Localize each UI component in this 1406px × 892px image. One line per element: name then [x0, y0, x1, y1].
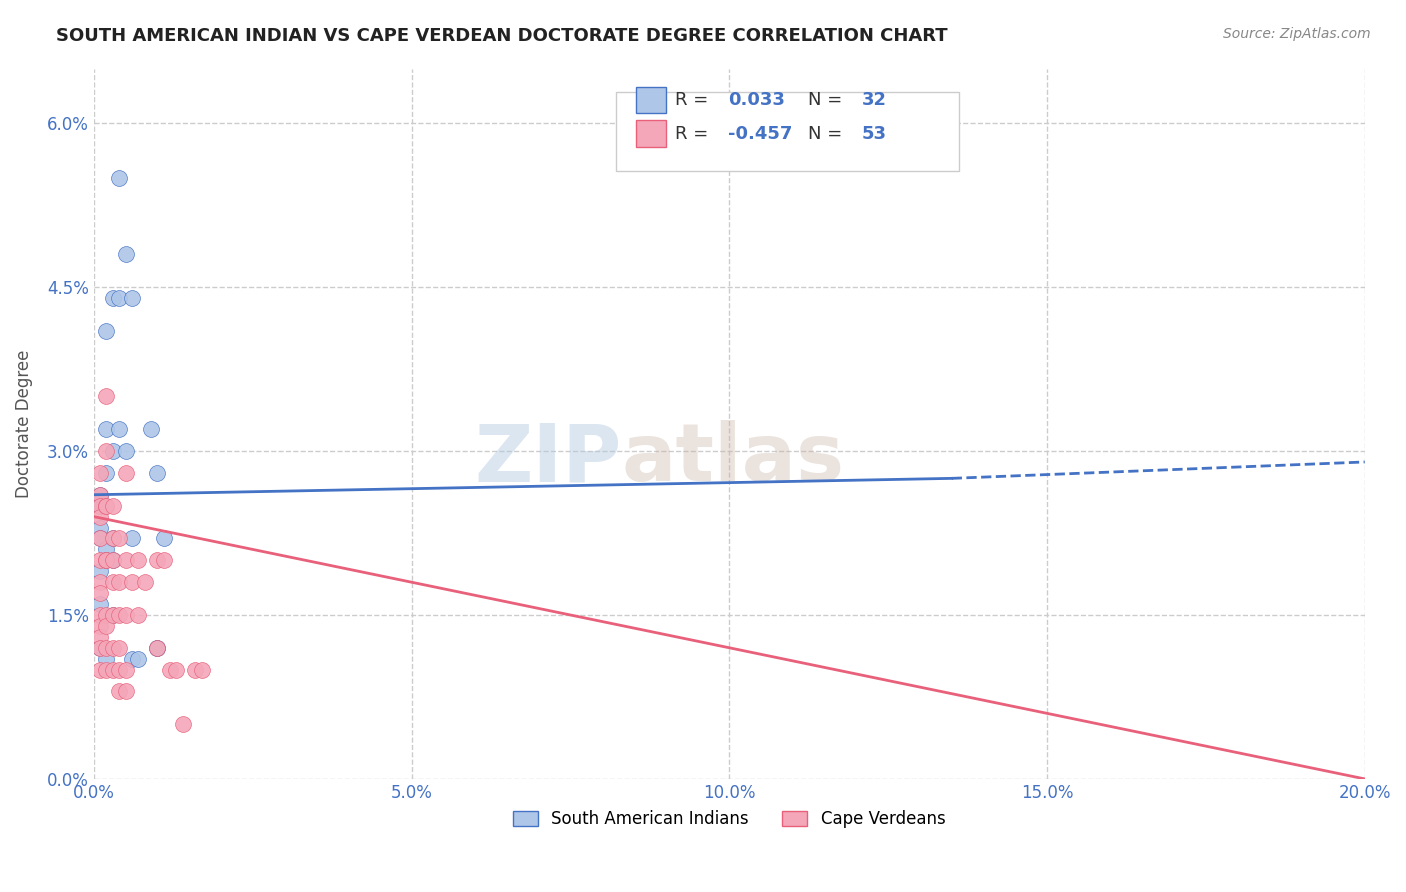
Point: [96, 324, 118, 338]
Point: [89, 640, 111, 655]
Point: [89, 488, 111, 502]
Point: [101, 663, 124, 677]
Point: [89, 619, 111, 633]
Point: [89, 532, 111, 546]
Point: [101, 532, 124, 546]
Point: [121, 291, 143, 305]
Point: [114, 663, 136, 677]
Point: [152, 553, 174, 567]
Point: [89, 499, 111, 513]
Point: [146, 640, 169, 655]
Point: [96, 466, 118, 480]
Text: SOUTH AMERICAN INDIAN VS CAPE VERDEAN DOCTORATE DEGREE CORRELATION CHART: SOUTH AMERICAN INDIAN VS CAPE VERDEAN DO…: [56, 27, 948, 45]
Point: [96, 640, 118, 655]
Text: Source: ZipAtlas.com: Source: ZipAtlas.com: [1223, 27, 1371, 41]
Point: [101, 532, 124, 546]
Point: [101, 291, 124, 305]
Point: [146, 553, 169, 567]
Point: [108, 422, 131, 436]
Point: [96, 607, 118, 622]
Point: [89, 663, 111, 677]
Point: [89, 597, 111, 611]
Point: [96, 499, 118, 513]
Point: [108, 575, 131, 590]
Point: [101, 553, 124, 567]
Text: -0.457: -0.457: [728, 125, 793, 143]
Point: [108, 170, 131, 185]
Point: [146, 640, 169, 655]
Point: [114, 553, 136, 567]
Point: [152, 532, 174, 546]
Point: [172, 717, 194, 731]
Point: [184, 663, 207, 677]
Point: [108, 684, 131, 698]
Text: 53: 53: [862, 125, 887, 143]
Text: N =: N =: [808, 125, 848, 143]
Point: [134, 575, 156, 590]
Point: [101, 640, 124, 655]
Point: [121, 651, 143, 665]
Point: [108, 532, 131, 546]
Point: [89, 607, 111, 622]
Point: [127, 607, 149, 622]
Point: [96, 619, 118, 633]
Point: [101, 607, 124, 622]
Y-axis label: Doctorate Degree: Doctorate Degree: [15, 350, 32, 498]
Point: [89, 586, 111, 600]
Point: [127, 651, 149, 665]
Point: [101, 607, 124, 622]
Point: [108, 607, 131, 622]
Point: [165, 663, 187, 677]
Point: [139, 422, 162, 436]
Point: [89, 564, 111, 578]
Point: [89, 630, 111, 644]
Point: [114, 466, 136, 480]
Point: [89, 575, 111, 590]
Text: R =: R =: [675, 125, 714, 143]
Point: [89, 499, 111, 513]
Point: [101, 444, 124, 458]
Point: [114, 607, 136, 622]
Point: [101, 575, 124, 590]
Point: [108, 663, 131, 677]
Point: [146, 640, 169, 655]
Point: [96, 663, 118, 677]
Point: [96, 553, 118, 567]
Point: [127, 553, 149, 567]
Point: [96, 422, 118, 436]
Legend: South American Indians, Cape Verdeans: South American Indians, Cape Verdeans: [506, 803, 952, 835]
Point: [108, 291, 131, 305]
Point: [96, 444, 118, 458]
Point: [89, 466, 111, 480]
Point: [114, 684, 136, 698]
Point: [114, 444, 136, 458]
Text: 32: 32: [862, 91, 887, 109]
Text: ZIP: ZIP: [474, 420, 621, 499]
Point: [108, 640, 131, 655]
Point: [96, 542, 118, 557]
Point: [101, 553, 124, 567]
Text: atlas: atlas: [621, 420, 845, 499]
Point: [96, 553, 118, 567]
Point: [159, 663, 181, 677]
Point: [89, 640, 111, 655]
Point: [89, 488, 111, 502]
Point: [121, 532, 143, 546]
Point: [89, 520, 111, 534]
Point: [146, 466, 169, 480]
Text: 0.033: 0.033: [728, 91, 785, 109]
Point: [89, 532, 111, 546]
Point: [89, 553, 111, 567]
Point: [96, 389, 118, 403]
Point: [96, 499, 118, 513]
Point: [191, 663, 214, 677]
Point: [114, 247, 136, 261]
Point: [121, 575, 143, 590]
Text: R =: R =: [675, 91, 714, 109]
Point: [89, 509, 111, 524]
Point: [96, 553, 118, 567]
Text: N =: N =: [808, 91, 848, 109]
Point: [96, 651, 118, 665]
Point: [101, 499, 124, 513]
